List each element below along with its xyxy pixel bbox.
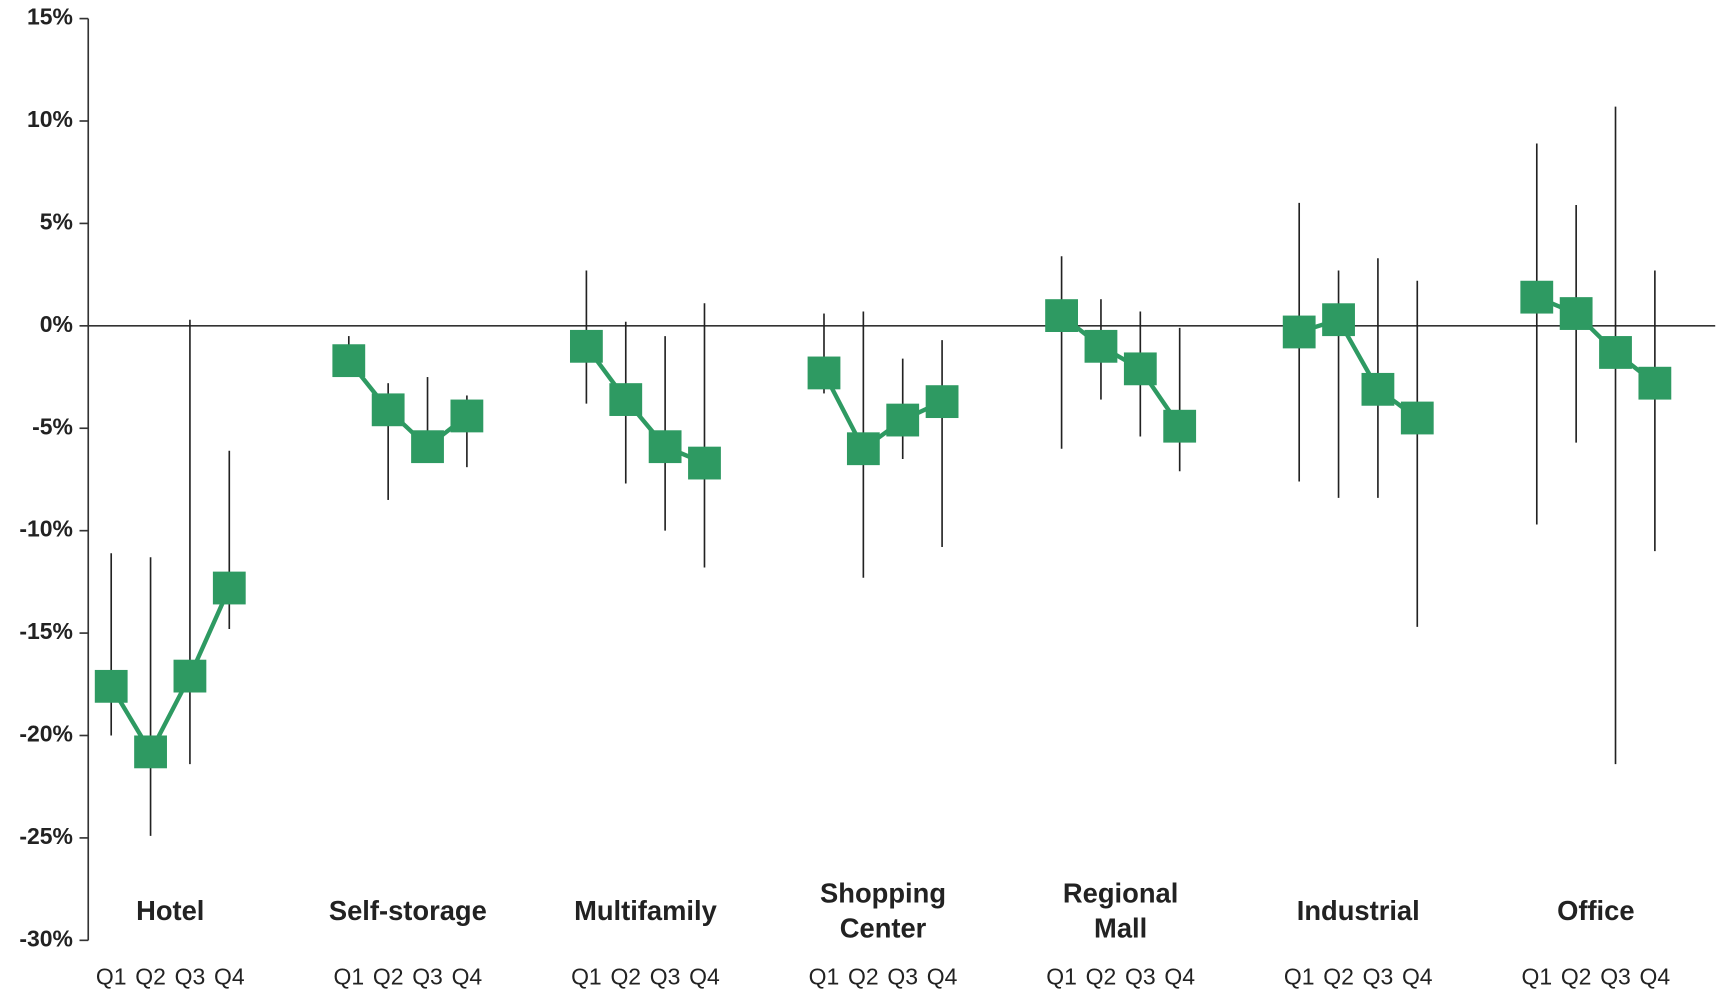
quarter-label: Q4 [1640,964,1671,990]
marker [569,329,603,363]
y-tick-label: -15% [19,618,73,644]
quarter-label: Q3 [650,964,681,990]
group-label: Industrial [1297,895,1420,926]
quarter-label: Q3 [887,964,918,990]
quarter-label: Q3 [175,964,206,990]
quarter-label: Q3 [412,964,443,990]
quarter-label: Q2 [1323,964,1354,990]
y-tick-label: 0% [40,311,73,337]
marker [212,571,246,605]
group-label: Hotel [136,895,204,926]
marker [648,430,682,464]
quarter-label: Q1 [1046,964,1077,990]
series-line [347,359,469,450]
marker [1163,409,1197,443]
quarter-label: Q4 [927,964,958,990]
marker [1638,366,1672,400]
quarter-label: Q1 [1521,964,1552,990]
series-line [584,345,706,466]
marker [134,735,167,769]
quarter-label: Q2 [848,964,879,990]
series-line [1298,317,1419,420]
quarter-label: Q4 [689,964,720,990]
quarter-label: Q3 [1600,964,1631,990]
quarter-label: Q2 [135,964,166,990]
series-line [1060,313,1182,428]
quarter-label: Q2 [1086,964,1117,990]
marker [846,432,880,466]
group-label: Office [1557,895,1634,926]
marker [1123,352,1157,386]
marker [1599,336,1632,369]
quarter-label: Q2 [1561,964,1592,990]
y-tick-label: -20% [19,721,73,747]
quarter-label: Q4 [1164,964,1195,990]
marker [332,344,366,378]
y-tick-label: 10% [27,106,73,132]
marker [450,399,484,433]
quarter-label: Q4 [452,964,483,990]
marker [1045,299,1078,332]
marker [1520,280,1554,314]
quarter-label: Q1 [1284,964,1315,990]
marker [1084,329,1118,363]
y-tick-label: -10% [19,516,73,542]
y-tick-label: 5% [40,208,73,234]
series-line [1535,295,1657,385]
quarter-label: Q4 [214,964,245,990]
marker [807,356,841,390]
marker [94,669,128,703]
quarter-label: Q3 [1125,964,1156,990]
marker [1282,315,1316,349]
marker [173,659,207,693]
group-label: Shopping Center [820,878,946,944]
group-label: Regional Mall [1063,878,1178,944]
marker [411,430,444,464]
quarter-label: Q1 [96,964,127,990]
y-tick-label: -5% [32,413,73,439]
y-tick-label: -30% [19,925,73,951]
marker [609,383,643,416]
marker [688,446,721,480]
group-label: Self-storage [329,895,487,926]
y-tick-label: -25% [19,823,73,849]
marker [925,385,959,419]
group-label: Multifamily [574,895,718,926]
marker [1322,303,1355,337]
series-line [109,587,232,757]
quarter-label: Q1 [571,964,602,990]
marker [1400,401,1434,435]
marker [886,403,920,437]
quarter-label: Q2 [373,964,404,990]
y-tick-label: 15% [27,4,73,30]
quarter-label: Q2 [610,964,641,990]
quarter-label: Q4 [1402,964,1433,990]
series-line [822,371,944,452]
marker [1361,372,1395,406]
marker [371,393,405,427]
marker [1559,297,1593,330]
quarter-label: Q1 [333,964,364,990]
quarter-label: Q3 [1363,964,1394,990]
quarter-label: Q1 [809,964,840,990]
